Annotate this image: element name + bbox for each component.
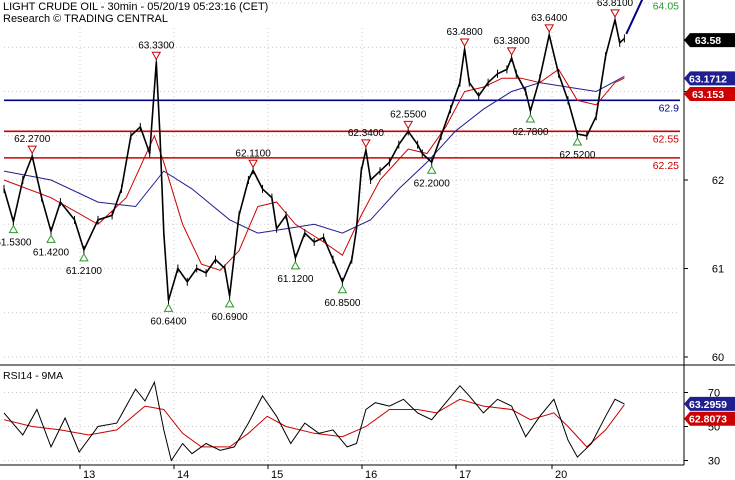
swing-high-marker — [544, 24, 555, 33]
ma-fast-badge-text: 63.153 — [692, 89, 724, 101]
ma-fast-line — [3, 68, 625, 271]
label-layer: 63.58 63.1712 63.153 63.2959 62.8073 — [684, 33, 735, 426]
swing-high-label: 63.4800 — [447, 27, 484, 38]
swing-low-label: 61.5300 — [0, 238, 32, 249]
swing-high-label: 63.3300 — [138, 40, 175, 51]
level-label: 64.05 — [653, 1, 679, 13]
swing-high-marker — [361, 139, 371, 148]
swing-low-label: 60.6400 — [150, 316, 187, 327]
ma-fast-badge-bg — [684, 86, 735, 101]
swing-high-marker — [151, 51, 162, 61]
swing-high-label: 63.3800 — [494, 36, 531, 47]
instrument-header: LIGHT CRUDE OIL - 30min - 05/20/19 05:23… — [3, 1, 269, 13]
x-tick-label: 20 — [555, 469, 567, 480]
x-tick-label: 16 — [365, 469, 377, 480]
swing-low-label: 62.7800 — [512, 127, 549, 138]
level-label: 62.25 — [653, 160, 679, 172]
last-price-badge: 63.58 — [684, 33, 735, 48]
ma-slow-badge-bg — [684, 71, 735, 86]
swing-high-label: 62.2700 — [14, 134, 51, 145]
last-price-badge-bg — [684, 33, 735, 48]
swing-low-label: 61.1200 — [277, 274, 314, 285]
swing-high-marker — [506, 47, 517, 56]
swing-high-label: 63.6400 — [531, 13, 568, 24]
swing-low-label: 62.2000 — [414, 178, 451, 189]
swing-low-marker — [79, 252, 89, 262]
swing-high-label: 62.3400 — [348, 128, 385, 139]
rsi-y-tick-label: 30 — [708, 456, 720, 468]
swing-low-marker — [572, 136, 583, 146]
x-tick-label: 15 — [271, 469, 283, 480]
rsi-line — [3, 380, 625, 462]
last-price-badge-text: 63.58 — [695, 35, 721, 47]
rsi-panel-title: RSI14 - 9MA — [3, 370, 63, 382]
forecast-arrow-line — [625, 0, 644, 35]
price-grid — [4, 2, 680, 362]
y-tick-label: 60 — [712, 352, 724, 364]
level-label: 62.55 — [653, 133, 679, 145]
swing-low-marker — [46, 234, 56, 243]
swing-high-marker — [403, 120, 414, 130]
swing-low-marker — [290, 260, 301, 270]
rsi-value-badge: 63.2959 — [684, 396, 735, 411]
rsi-ma-badge: 62.8073 — [684, 411, 735, 426]
ma-fast-badge: 63.153 — [684, 86, 735, 101]
swing-low-label: 61.2100 — [66, 266, 103, 277]
swing-low-marker — [426, 165, 437, 174]
x-tick-label: 17 — [459, 469, 471, 480]
swing-high-marker — [248, 159, 258, 169]
y-tick-label: 61 — [712, 264, 724, 276]
x-tick-label: 13 — [83, 469, 95, 480]
swing-high-marker — [610, 9, 620, 18]
ma-slow-line — [3, 75, 625, 234]
swing-low-label: 60.6900 — [212, 312, 249, 323]
rsi-grid — [4, 368, 680, 465]
swing-high-marker — [459, 38, 470, 48]
swing-high-marker — [27, 145, 38, 155]
series-layer — [3, 15, 625, 462]
ma-slow-badge-text: 63.1712 — [689, 73, 727, 85]
swing-high-label: 62.1100 — [235, 148, 271, 159]
swing-low-marker — [8, 224, 19, 234]
swing-low-marker — [525, 113, 536, 123]
swing-low-marker — [163, 303, 174, 312]
rsi-ma-badge-bg — [684, 411, 735, 426]
swing-low-marker — [337, 284, 348, 294]
swing-high-label: 63.8100 — [597, 0, 634, 9]
price-line — [3, 18, 625, 302]
swing-low-label: 61.4200 — [33, 247, 70, 258]
rsi-y-tick-label: 70 — [708, 388, 720, 400]
y-tick-label: 62 — [712, 175, 724, 187]
swing-low-label: 60.8500 — [324, 298, 361, 309]
research-source-label: Research © TRADING CENTRAL — [3, 13, 168, 25]
rsi-value-badge-bg — [684, 396, 735, 411]
swing-low-marker — [224, 298, 235, 308]
swing-low-label: 62.5200 — [559, 150, 596, 161]
ma-slow-badge: 63.1712 — [684, 71, 735, 86]
x-tick-label: 14 — [177, 469, 189, 480]
rsi-ma-badge-text: 62.8073 — [689, 414, 727, 426]
rsi-value-badge-text: 63.2959 — [689, 399, 727, 411]
swing-high-label: 62.5500 — [390, 109, 427, 120]
rsi-ma-line — [3, 398, 625, 448]
level-label: 62.9 — [659, 102, 680, 114]
